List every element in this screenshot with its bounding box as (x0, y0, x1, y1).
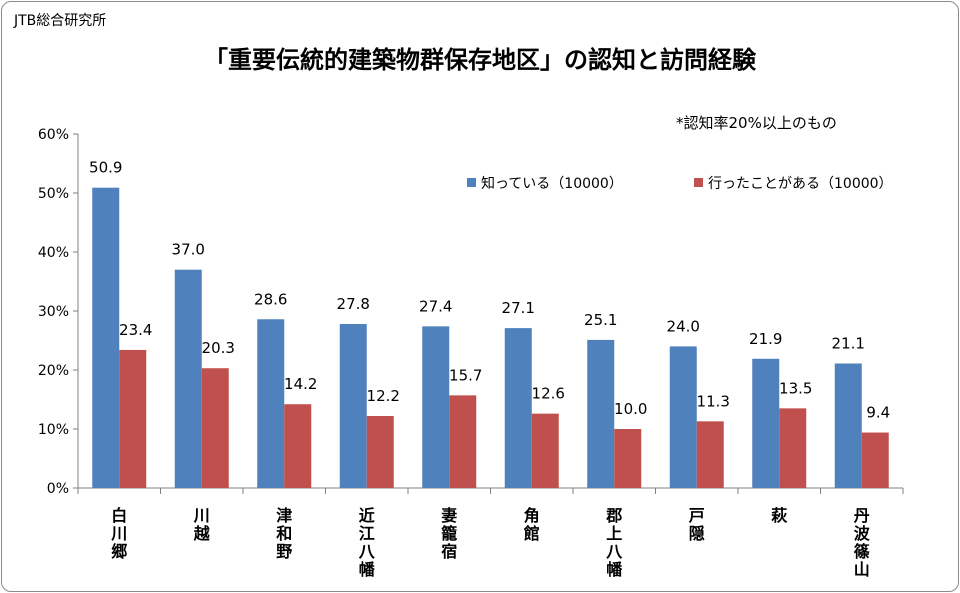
data-label: 50.9 (89, 159, 122, 177)
legend-label-visited: 行ったことがある（10000） (708, 176, 893, 192)
bar-visited (614, 429, 642, 488)
x-category-label: 丹 (854, 506, 870, 525)
y-tick-label: 20% (38, 363, 69, 379)
bar-visited (449, 395, 477, 488)
x-category-label: 越 (193, 524, 211, 543)
data-label: 23.4 (119, 321, 152, 339)
data-label: 10.0 (614, 400, 647, 418)
legend-swatch-visited (694, 178, 703, 187)
source-label: JTB総合研究所 (14, 13, 107, 29)
x-category-label: 八 (605, 542, 623, 561)
bar-known (587, 339, 615, 488)
x-category-label: 野 (276, 542, 292, 561)
x-category-label: 隠 (689, 524, 705, 543)
data-label: 27.8 (337, 295, 370, 313)
data-label: 24.0 (667, 317, 700, 335)
data-label: 12.2 (367, 387, 400, 405)
bar-visited (366, 416, 394, 488)
x-category-label: 八 (358, 542, 376, 561)
chart-note: *認知率20%以上のもの (676, 114, 837, 132)
x-category-label: 籠 (441, 524, 457, 543)
data-label: 25.1 (584, 311, 617, 329)
data-label: 12.6 (532, 385, 565, 403)
bar-visited (201, 368, 229, 488)
x-category-label: 郡 (605, 506, 622, 525)
bar-visited (779, 408, 807, 488)
bar-known (174, 269, 202, 488)
y-tick-label: 10% (38, 422, 69, 438)
bar-visited (284, 404, 312, 488)
data-label: 21.1 (832, 335, 865, 353)
data-label: 27.4 (419, 297, 452, 315)
data-label: 11.3 (697, 392, 730, 410)
bar-visited (531, 413, 559, 488)
x-category-label: 幡 (359, 560, 376, 579)
x-category-label: 波 (854, 524, 871, 543)
y-tick-label: 60% (38, 127, 69, 143)
bar-known (669, 346, 697, 488)
bar-known (422, 326, 450, 488)
chart-title: 「重要伝統的建築物群保存地区」の認知と訪問経験 (204, 46, 756, 74)
bar-visited (861, 432, 889, 488)
bar-known (339, 323, 367, 488)
bar-known (834, 363, 862, 488)
y-tick-label: 30% (38, 304, 69, 320)
y-tick-label: 50% (38, 186, 69, 202)
x-category-label: 角 (524, 506, 540, 525)
x-category-label: 戸 (689, 506, 705, 525)
data-label: 9.4 (866, 404, 890, 422)
bar-visited (696, 421, 724, 488)
x-category-label: 津 (276, 506, 292, 525)
legend-label-known: 知っている（10000） (481, 175, 623, 192)
data-label: 37.0 (172, 241, 205, 259)
x-category-label: 妻 (441, 506, 457, 525)
x-category-label: 山 (854, 560, 870, 579)
bar-known (257, 319, 285, 488)
x-category-label: 川 (193, 506, 210, 525)
x-category-label: 江 (359, 524, 375, 543)
data-label: 13.5 (779, 379, 812, 397)
data-label: 20.3 (202, 339, 235, 357)
x-category-label: 上 (606, 524, 622, 543)
data-label: 15.7 (449, 366, 482, 384)
x-category-label: 館 (524, 524, 540, 543)
bar-known (504, 328, 532, 488)
x-category-label: 郷 (111, 542, 127, 561)
x-category-label: 宿 (441, 542, 457, 561)
legend-swatch-known (467, 178, 476, 187)
x-category-label: 近 (359, 506, 375, 525)
y-tick-label: 0% (47, 481, 69, 497)
x-category-label: 萩 (770, 506, 787, 525)
x-category-label: 篠 (854, 542, 870, 561)
bar-known (92, 187, 120, 488)
x-category-label: 和 (276, 524, 292, 543)
bar-known (752, 358, 780, 488)
x-category-label: 川 (110, 524, 127, 543)
data-label: 27.1 (502, 299, 535, 317)
data-label: 28.6 (254, 290, 287, 308)
data-label: 21.9 (749, 330, 782, 348)
y-tick-label: 40% (38, 245, 69, 261)
x-category-label: 幡 (606, 560, 623, 579)
data-label: 14.2 (284, 375, 317, 393)
x-category-label: 白 (111, 506, 127, 525)
bar-visited (119, 349, 147, 488)
